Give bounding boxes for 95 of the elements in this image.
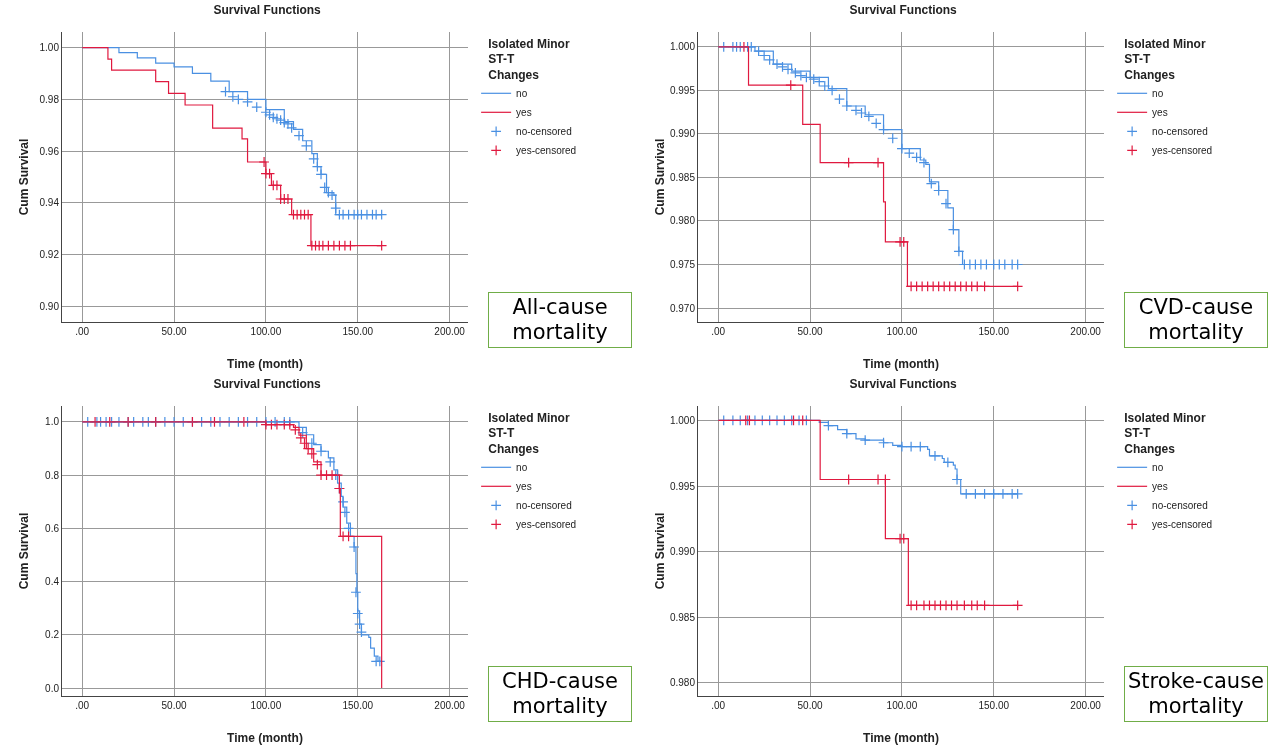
point — [833, 93, 845, 105]
x-tick-label: 200.00 — [1070, 700, 1102, 711]
y-tick-label: 0.6 — [45, 522, 60, 534]
x-tick-label: .00 — [711, 700, 726, 711]
legend-label: no — [1152, 88, 1164, 100]
x-tick-label: .00 — [711, 326, 726, 337]
y-tick-label: 0.8 — [45, 469, 60, 481]
x-tick-label: 50.00 — [161, 326, 188, 337]
point — [339, 506, 351, 518]
legend-label: yes-censored — [1152, 145, 1213, 157]
chart-title: Survival Functions — [849, 377, 958, 392]
y-tick-label: 1.000 — [669, 41, 696, 53]
legend-label: no-censored — [516, 500, 572, 512]
x-axis-title: Time (month) — [863, 731, 939, 745]
x-tick-label: 200.00 — [434, 700, 466, 711]
point — [300, 140, 312, 152]
legend-label: no-censored — [1152, 500, 1208, 512]
y-axis-title: Cum Survival — [653, 512, 667, 590]
legend-label: yes — [1152, 107, 1168, 119]
point — [940, 198, 952, 210]
text: All-cause mortality — [488, 291, 632, 348]
y-tick-label: 0.995 — [669, 480, 696, 492]
chart-title: Survival Functions — [213, 377, 322, 392]
y-axis-title: Cum Survival — [17, 512, 31, 590]
x-tick-label: 100.00 — [886, 326, 918, 337]
y-tick-label: 0.90 — [39, 300, 60, 312]
legend-label: no — [516, 462, 528, 474]
y-tick-label: 0.4 — [45, 576, 60, 588]
legend-title: Isolated Minor ST-T Changes — [488, 410, 570, 456]
legend-label: no — [516, 88, 528, 100]
chart-title: Survival Functions — [849, 3, 958, 18]
legend-label: yes-censored — [516, 145, 577, 157]
legend-label: no-censored — [516, 126, 572, 138]
y-tick-label: 0.990 — [669, 128, 696, 140]
point — [324, 456, 336, 468]
legend-label: yes — [516, 107, 532, 119]
y-tick-label: 0.985 — [669, 171, 696, 183]
x-tick-label: .00 — [75, 700, 90, 711]
point — [350, 586, 362, 598]
x-tick-label: 150.00 — [978, 700, 1010, 711]
x-axis-title: Time (month) — [863, 357, 939, 371]
legend-label: no — [1152, 462, 1164, 474]
text: CVD-cause mortality — [1124, 291, 1268, 348]
y-tick-label: 0.970 — [669, 302, 696, 314]
point — [293, 130, 305, 142]
legend-title: Isolated Minor ST-T Changes — [488, 36, 570, 82]
point — [311, 459, 323, 471]
x-tick-label: 50.00 — [797, 326, 824, 337]
x-tick-label: .00 — [75, 326, 90, 337]
point — [887, 132, 899, 144]
x-tick-label: 150.00 — [978, 326, 1010, 337]
x-tick-label: 150.00 — [342, 700, 374, 711]
y-tick-label: 0.980 — [669, 677, 696, 689]
y-tick-label: 1.00 — [39, 42, 60, 54]
y-tick-label: 0.985 — [669, 611, 696, 623]
x-tick-label: 100.00 — [886, 700, 918, 711]
y-tick-label: 0.2 — [45, 629, 60, 641]
legend-label: yes-censored — [516, 519, 577, 531]
point — [326, 189, 338, 201]
chart-title: Survival Functions — [213, 3, 322, 18]
point — [925, 178, 937, 190]
y-axis-title: Cum Survival — [17, 138, 31, 216]
y-tick-label: 0.92 — [39, 249, 60, 261]
x-tick-label: 100.00 — [250, 326, 282, 337]
x-tick-label: 200.00 — [434, 326, 466, 337]
y-tick-label: 0.995 — [669, 84, 696, 96]
legend-label: yes — [516, 481, 532, 493]
point — [343, 522, 355, 534]
legend-label: yes — [1152, 481, 1168, 493]
point — [374, 655, 386, 667]
y-tick-label: 1.000 — [669, 414, 696, 426]
x-tick-label: 50.00 — [797, 700, 824, 711]
x-tick-label: 150.00 — [342, 326, 374, 337]
legend-label: yes-censored — [1152, 519, 1213, 531]
y-tick-label: 0.990 — [669, 546, 696, 558]
x-axis-title: Time (month) — [227, 731, 303, 745]
point — [800, 71, 812, 83]
text: CHD-cause mortality — [488, 665, 632, 722]
x-tick-label: 200.00 — [1070, 326, 1102, 337]
x-tick-label: 100.00 — [250, 700, 282, 711]
text: Stroke-cause mortality — [1124, 665, 1268, 722]
legend-label: no-censored — [1152, 126, 1208, 138]
y-tick-label: 0.980 — [669, 215, 696, 227]
point — [251, 101, 263, 113]
y-tick-label: 1.0 — [45, 416, 60, 428]
y-tick-label: 0.975 — [669, 259, 696, 271]
y-tick-label: 0.0 — [45, 682, 60, 694]
y-axis-title: Cum Survival — [653, 138, 667, 216]
x-axis-title: Time (month) — [227, 357, 303, 371]
legend-title: Isolated Minor ST-T Changes — [1124, 36, 1206, 82]
y-tick-label: 0.96 — [39, 145, 60, 157]
legend-title: Isolated Minor ST-T Changes — [1124, 410, 1206, 456]
y-tick-label: 0.98 — [39, 93, 60, 105]
x-tick-label: 50.00 — [161, 700, 188, 711]
y-tick-label: 0.94 — [39, 197, 60, 209]
